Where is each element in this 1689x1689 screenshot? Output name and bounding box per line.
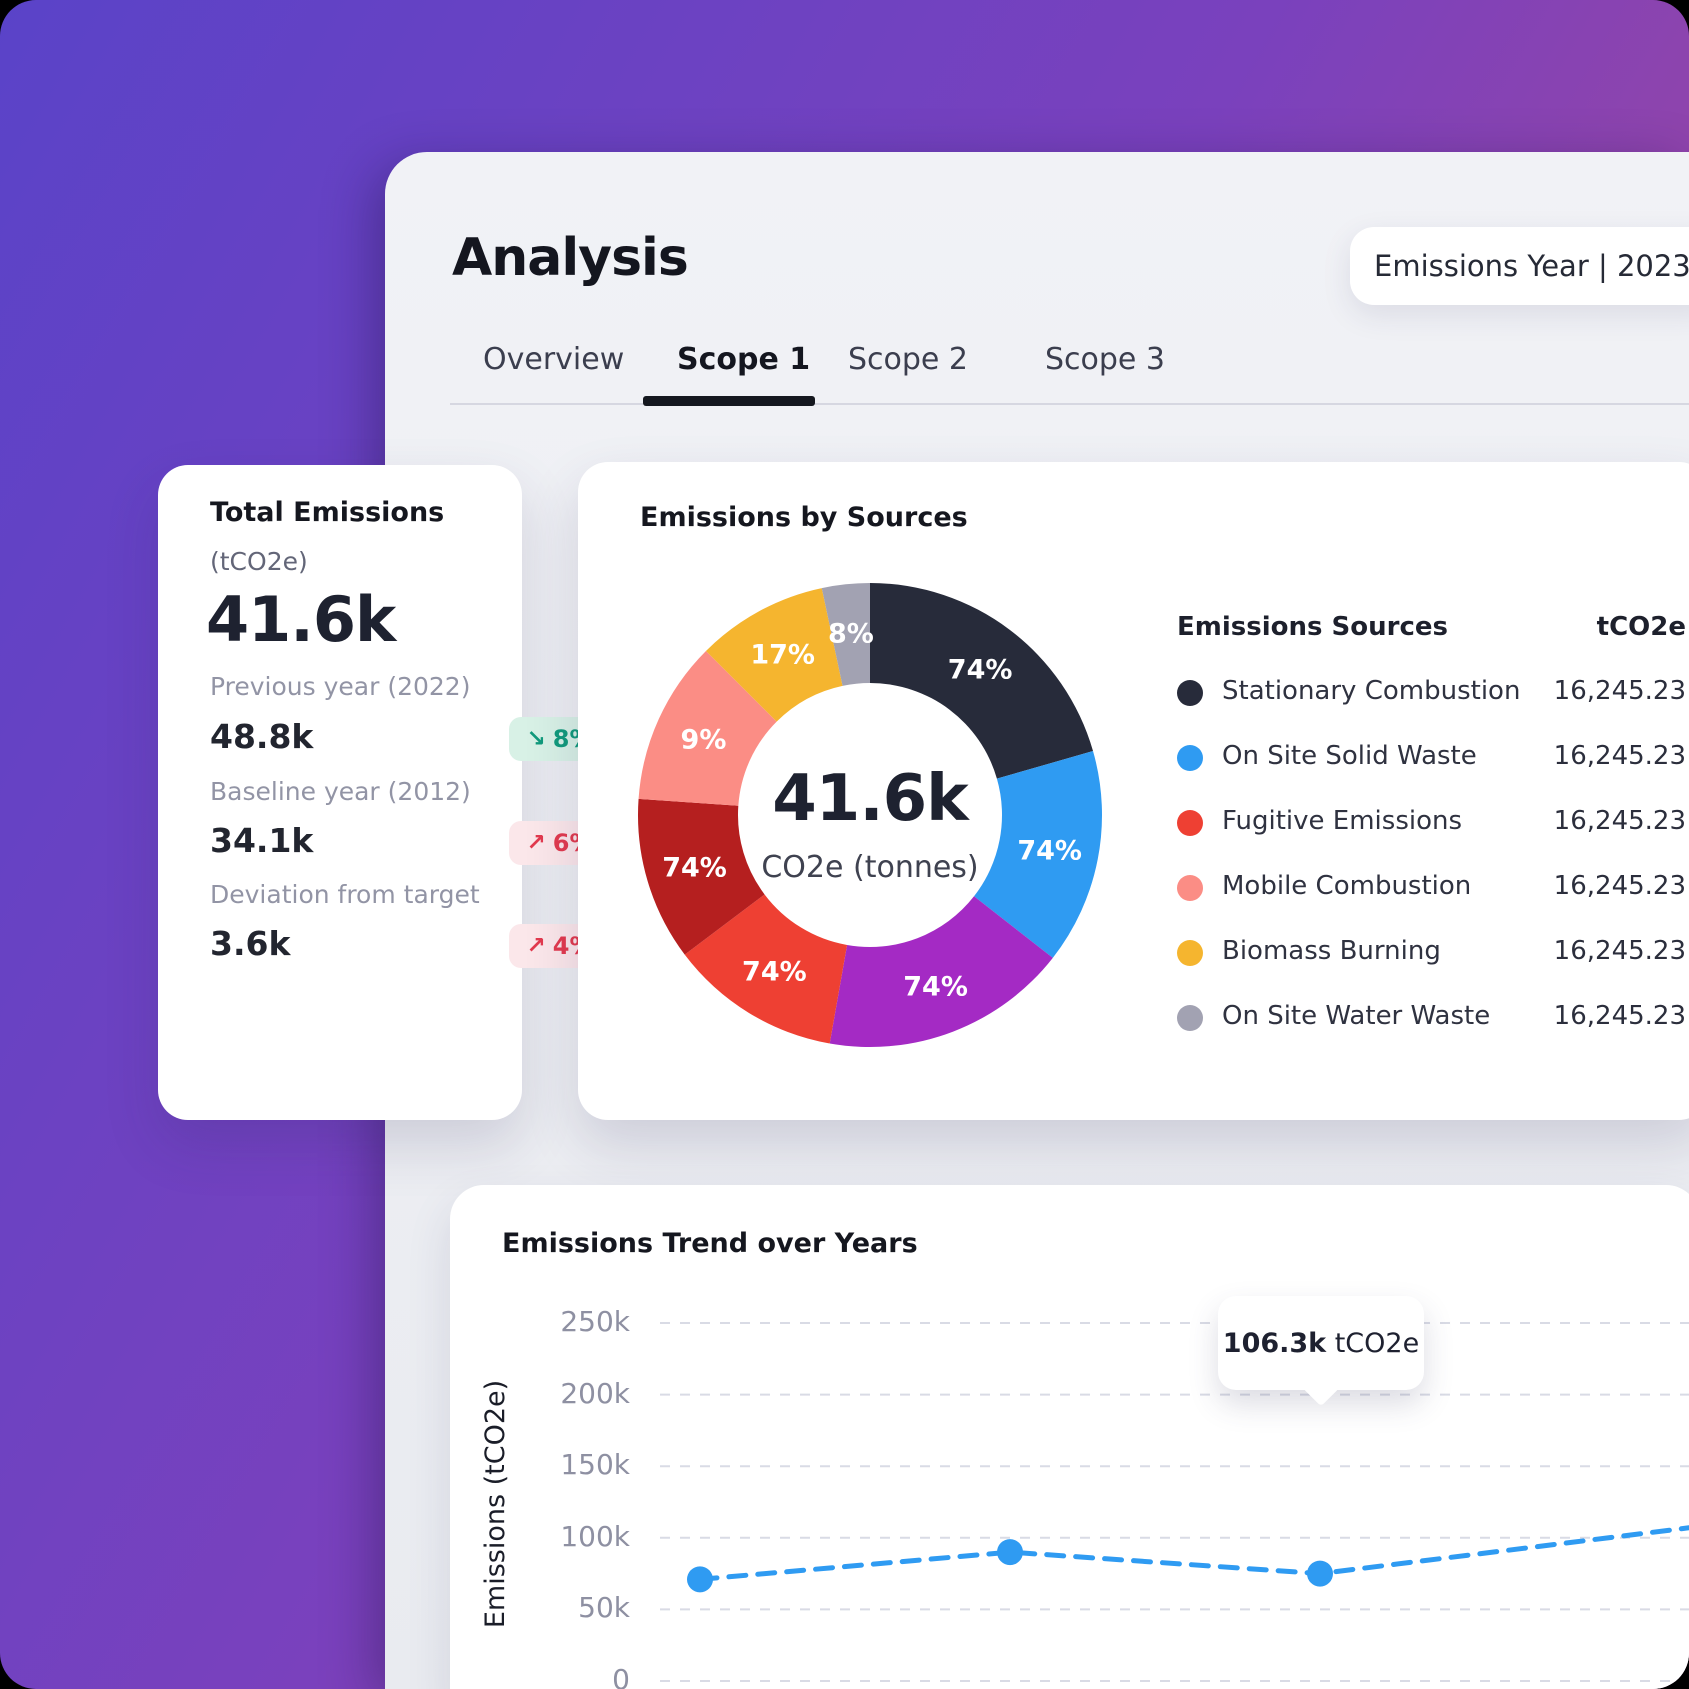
legend-label: Stationary Combustion xyxy=(1222,676,1521,706)
donut-center-value: 41.6k xyxy=(772,762,968,836)
tab-scope-2[interactable]: Scope 2 xyxy=(848,342,969,377)
page-title: Analysis xyxy=(452,228,689,288)
donut-segment-2[interactable] xyxy=(829,896,1053,1047)
legend-label: Fugitive Emissions xyxy=(1222,806,1463,836)
donut-segment-mobile-combustion[interactable] xyxy=(638,650,777,806)
donut-segment-on-site-solid-waste[interactable] xyxy=(974,751,1102,958)
trend-line xyxy=(697,1525,1689,1582)
donut-segment-4[interactable] xyxy=(638,798,765,955)
legend-label: Biomass Burning xyxy=(1222,936,1441,966)
y-tick-label: 100k xyxy=(560,1519,630,1553)
y-tick-label: 150k xyxy=(560,1448,630,1482)
total-emissions-card: Total Emissions (tCO2e) 41.6k Previous y… xyxy=(158,465,611,1120)
legend-label: On Site Solid Waste xyxy=(1222,741,1477,771)
donut-segment-label: 8% xyxy=(828,618,874,649)
legend-header-sources: Emissions Sources xyxy=(1177,612,1448,642)
legend-dot-on-site-water-waste xyxy=(1177,1005,1203,1031)
trend-up-icon: ↗ xyxy=(526,932,546,959)
trend-tooltip: 106.3k tCO2e xyxy=(1218,1296,1424,1390)
donut-center-label: CO2e (tonnes) xyxy=(761,850,979,885)
emissions-year-dropdown[interactable]: Emissions Year | 2023 xyxy=(1350,227,1689,305)
tooltip-value: 106.3k xyxy=(1222,1327,1327,1359)
comparison-label: Baseline year (2012) xyxy=(210,777,471,806)
trend-line-chart xyxy=(660,1322,1689,1682)
y-tick-label: 200k xyxy=(560,1376,630,1410)
comparison-label: Previous year (2022) xyxy=(210,672,471,701)
donut-segment-stationary-combustion[interactable] xyxy=(870,583,1094,779)
active-tab-underline xyxy=(643,396,815,406)
tab-overview[interactable]: Overview xyxy=(483,342,625,377)
total-emissions-unit: (tCO2e) xyxy=(210,547,308,576)
y-tick-label: 50k xyxy=(578,1591,630,1625)
y-tick-label: 250k xyxy=(560,1305,630,1338)
y-tick-label: 0 xyxy=(612,1663,630,1689)
comparison-value: 34.1k xyxy=(210,821,314,860)
donut-segment-fugitive-emissions[interactable] xyxy=(684,894,848,1044)
trend-up-icon: ↗ xyxy=(526,829,546,856)
donut-chart: 74% 74% 74% 74% 74% 9% 17% 8% xyxy=(638,583,1102,1047)
legend-value: 16,245.23 xyxy=(1553,806,1686,836)
donut-segment-label: 74% xyxy=(948,654,1013,685)
data-point-1[interactable] xyxy=(997,1539,1023,1566)
legend-dot-fugitive-emissions xyxy=(1177,810,1203,836)
legend-dot-stationary-combustion xyxy=(1177,680,1203,706)
legend-label: On Site Water Waste xyxy=(1222,1001,1491,1031)
donut-segment-label: 9% xyxy=(681,725,727,756)
legend-value: 16,245.23 xyxy=(1553,741,1686,771)
total-emissions-value: 41.6k xyxy=(206,583,396,656)
donut-segment-on-site-water-waste[interactable] xyxy=(821,583,870,686)
comparison-label: Deviation from target xyxy=(210,880,480,909)
legend-dot-biomass-burning xyxy=(1177,940,1203,966)
data-point-0[interactable] xyxy=(687,1566,713,1593)
tabs-divider xyxy=(450,403,1689,405)
legend-header-tco2e: tCO2e xyxy=(1596,612,1686,642)
legend-label: Mobile Combustion xyxy=(1222,871,1472,901)
legend-dot-mobile-combustion xyxy=(1177,875,1203,901)
comparison-value: 48.8k xyxy=(210,717,314,756)
donut-segment-label: 17% xyxy=(750,640,815,671)
legend-value: 16,245.23 xyxy=(1553,936,1686,966)
legend-value: 16,245.23 xyxy=(1553,676,1686,706)
donut-segment-biomass-burning[interactable] xyxy=(705,588,843,722)
tab-scope-3[interactable]: Scope 3 xyxy=(1045,342,1166,377)
donut-segment-label: 74% xyxy=(903,971,968,1002)
legend-dot-on-site-solid-waste xyxy=(1177,745,1203,771)
comparison-value: 3.6k xyxy=(210,924,291,963)
donut-segment-label: 74% xyxy=(662,852,727,883)
sources-card-title: Emissions by Sources xyxy=(640,502,968,533)
trend-down-icon: ↘ xyxy=(526,725,546,752)
tab-scope-1[interactable]: Scope 1 xyxy=(677,342,811,377)
legend-value: 16,245.23 xyxy=(1553,1001,1686,1031)
tooltip-unit: tCO2e xyxy=(1326,1327,1420,1359)
legend-value: 16,245.23 xyxy=(1553,871,1686,901)
data-point-2[interactable] xyxy=(1307,1560,1333,1587)
emissions-trend-card: Emissions Trend over Years xyxy=(450,1185,1689,1689)
donut-segment-label: 74% xyxy=(1017,835,1082,866)
total-emissions-title: Total Emissions xyxy=(210,497,445,528)
donut-segment-label: 74% xyxy=(742,956,807,987)
trend-card-title: Emissions Trend over Years xyxy=(502,1228,918,1259)
emissions-year-dropdown-label: Emissions Year | 2023 xyxy=(1374,249,1689,283)
